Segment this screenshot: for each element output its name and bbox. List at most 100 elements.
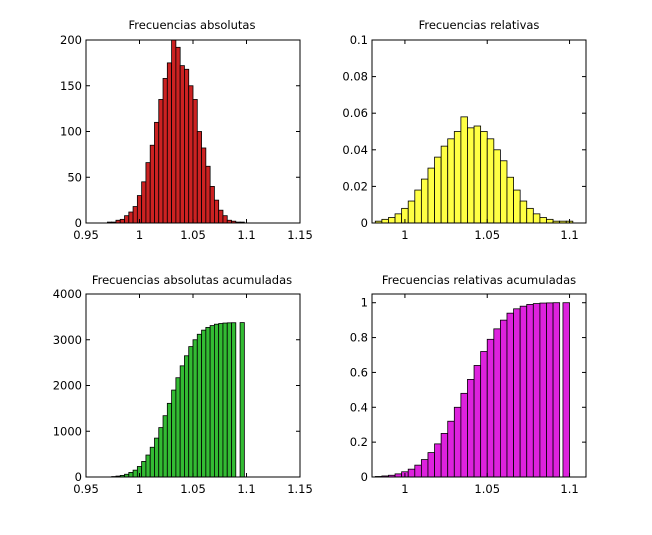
bar bbox=[499, 160, 508, 224]
bar bbox=[427, 452, 435, 478]
x-tick-label: 1 bbox=[401, 228, 408, 242]
x-tick-label: 1.05 bbox=[474, 228, 500, 242]
bar bbox=[166, 402, 173, 478]
bar bbox=[179, 65, 185, 224]
bar bbox=[460, 392, 468, 478]
bar bbox=[154, 121, 160, 224]
bar bbox=[128, 472, 134, 478]
bar bbox=[532, 213, 541, 224]
bar bbox=[467, 378, 475, 478]
bar bbox=[226, 322, 232, 478]
x-tick-label: 1.05 bbox=[180, 228, 206, 242]
bar bbox=[381, 218, 389, 224]
bar bbox=[394, 213, 403, 224]
bar bbox=[162, 78, 168, 224]
x-tick-label: 0.95 bbox=[73, 482, 99, 496]
bar bbox=[414, 189, 422, 224]
x-tick-label: 1.05 bbox=[180, 482, 206, 496]
x-axis-ticks: 1 1.05 1.1 bbox=[401, 294, 579, 496]
bar bbox=[493, 149, 501, 224]
bar bbox=[513, 308, 521, 478]
bar bbox=[493, 328, 501, 478]
bar bbox=[124, 215, 130, 224]
bar bbox=[184, 355, 190, 478]
bar bbox=[171, 39, 177, 224]
bar bbox=[427, 167, 435, 224]
bar bbox=[473, 365, 482, 478]
y-tick-label: 150 bbox=[60, 79, 82, 93]
bar bbox=[434, 156, 442, 224]
bar bbox=[539, 217, 547, 224]
x-tick-label: 1 bbox=[136, 482, 143, 496]
bar bbox=[145, 454, 151, 478]
bar bbox=[196, 333, 202, 478]
x-tick-label: 1.1 bbox=[560, 482, 578, 496]
y-tick-label: 3000 bbox=[53, 333, 82, 347]
x-tick-label: 1.15 bbox=[287, 228, 313, 242]
chart-frecuencias-relativas: Frecuencias relativas 1 1.05 1.1 0 0.02 0.04… bbox=[342, 18, 587, 242]
bar bbox=[136, 195, 143, 224]
bar bbox=[222, 322, 228, 478]
bar bbox=[440, 145, 449, 224]
bar bbox=[192, 99, 198, 224]
axes-border bbox=[371, 39, 587, 224]
bar bbox=[158, 427, 164, 478]
bar bbox=[201, 147, 207, 224]
bar bbox=[209, 185, 215, 224]
axes-border bbox=[85, 39, 301, 224]
chart-frecuencias-absolutas: Frecuencias absolutas 0.95 1 1.05 1.1 1.15 0… bbox=[60, 18, 313, 242]
y-tick-label: 0.06 bbox=[342, 106, 368, 120]
x-tick-label: 1 bbox=[136, 228, 143, 242]
y-axis-ticks: 0 0.2 0.4 0.6 0.8 1 bbox=[350, 296, 586, 484]
bar bbox=[420, 178, 429, 224]
bar bbox=[499, 319, 508, 478]
y-tick-label: 0 bbox=[75, 470, 82, 484]
bar bbox=[513, 189, 521, 224]
y-tick-label: 0.04 bbox=[342, 143, 368, 157]
bar bbox=[532, 303, 541, 478]
bar bbox=[546, 302, 554, 478]
bar bbox=[162, 415, 168, 478]
x-tick-label: 1 bbox=[401, 482, 408, 496]
bar bbox=[460, 116, 468, 224]
bar bbox=[486, 338, 495, 478]
bar bbox=[188, 346, 194, 478]
chart-title: Frecuencias absolutas bbox=[129, 18, 256, 32]
bar bbox=[519, 305, 528, 478]
bar bbox=[149, 144, 155, 224]
bar bbox=[480, 351, 488, 478]
y-tick-label: 0 bbox=[361, 470, 368, 484]
bar bbox=[154, 437, 160, 478]
bar bbox=[218, 323, 224, 478]
y-tick-label: 0.02 bbox=[342, 179, 368, 193]
y-axis-ticks: 0 1000 2000 3000 4000 bbox=[53, 287, 300, 484]
bars bbox=[374, 302, 570, 478]
bar bbox=[218, 209, 224, 224]
chart-title: Frecuencias relativas bbox=[419, 18, 540, 32]
bar bbox=[171, 389, 177, 478]
bar bbox=[166, 62, 173, 224]
bar bbox=[562, 302, 570, 478]
bar bbox=[486, 138, 495, 224]
bar bbox=[179, 365, 185, 478]
x-tick-label: 1.1 bbox=[237, 482, 255, 496]
bar bbox=[440, 433, 449, 478]
bar bbox=[209, 325, 215, 478]
y-tick-label: 2000 bbox=[53, 379, 82, 393]
x-tick-label: 0.95 bbox=[73, 228, 99, 242]
bar bbox=[453, 131, 462, 224]
bar bbox=[506, 312, 514, 478]
bar bbox=[145, 162, 151, 224]
x-tick-label: 1.05 bbox=[474, 482, 500, 496]
bar bbox=[414, 464, 422, 478]
bar bbox=[453, 406, 462, 478]
bar bbox=[213, 199, 220, 224]
y-tick-label: 0.6 bbox=[350, 365, 368, 379]
y-tick-label: 0 bbox=[75, 216, 82, 230]
bar bbox=[196, 131, 202, 224]
bar bbox=[434, 443, 442, 478]
x-tick-label: 1.15 bbox=[287, 482, 313, 496]
y-tick-label: 50 bbox=[67, 170, 82, 184]
bar bbox=[132, 206, 138, 224]
